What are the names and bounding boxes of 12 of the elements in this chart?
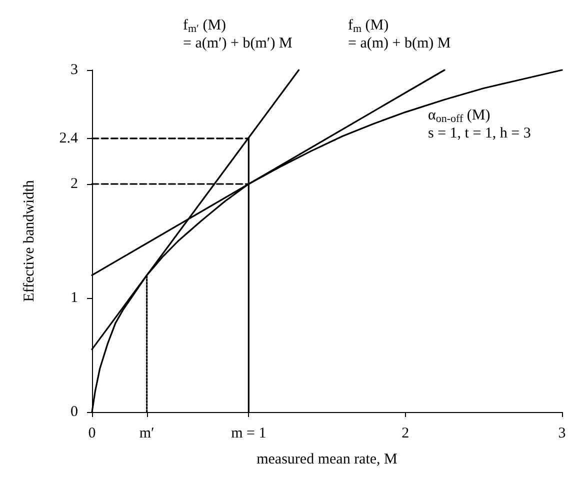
x-tick-label: 2 — [402, 426, 410, 442]
y-tick-label: 3 — [70, 62, 78, 78]
y-tick-label: 2.4 — [59, 130, 78, 146]
x-tick-label: m′ — [139, 426, 154, 442]
y-axis-title: Effective bandwidth — [22, 180, 38, 302]
x-tick-label: m = 1 — [231, 426, 266, 442]
x-axis-title: measured mean rate, M — [256, 452, 398, 468]
y-tick-label: 1 — [70, 290, 78, 306]
x-tick-label: 3 — [558, 426, 566, 442]
x-tick-label: 0 — [88, 426, 96, 442]
y-tick-label: 2 — [70, 176, 78, 192]
y-tick-label: 0 — [70, 404, 78, 420]
